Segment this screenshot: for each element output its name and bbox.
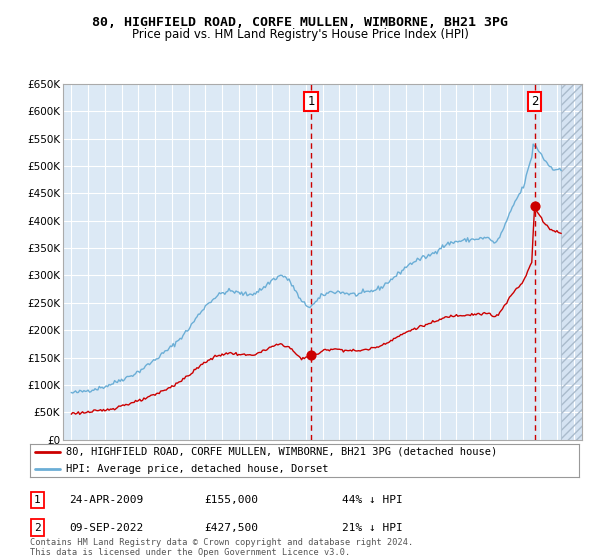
Text: 21% ↓ HPI: 21% ↓ HPI (342, 522, 403, 533)
Text: HPI: Average price, detached house, Dorset: HPI: Average price, detached house, Dors… (65, 464, 328, 474)
Text: 1: 1 (34, 495, 41, 505)
Bar (561, 84, 582, 440)
Text: 2: 2 (531, 95, 538, 108)
Text: Price paid vs. HM Land Registry's House Price Index (HPI): Price paid vs. HM Land Registry's House … (131, 28, 469, 41)
Bar (561, 84, 582, 440)
Text: 80, HIGHFIELD ROAD, CORFE MULLEN, WIMBORNE, BH21 3PG: 80, HIGHFIELD ROAD, CORFE MULLEN, WIMBOR… (92, 16, 508, 29)
Text: 1: 1 (307, 95, 315, 108)
Text: £427,500: £427,500 (204, 522, 258, 533)
Text: £155,000: £155,000 (204, 495, 258, 505)
Text: 24-APR-2009: 24-APR-2009 (69, 495, 143, 505)
Point (307, 351, 316, 360)
Text: Contains HM Land Registry data © Crown copyright and database right 2024.
This d: Contains HM Land Registry data © Crown c… (30, 538, 413, 557)
Point (530, 201, 539, 210)
Text: 80, HIGHFIELD ROAD, CORFE MULLEN, WIMBORNE, BH21 3PG (detached house): 80, HIGHFIELD ROAD, CORFE MULLEN, WIMBOR… (65, 447, 497, 457)
Text: 09-SEP-2022: 09-SEP-2022 (69, 522, 143, 533)
Text: 44% ↓ HPI: 44% ↓ HPI (342, 495, 403, 505)
Text: 2: 2 (34, 522, 41, 533)
